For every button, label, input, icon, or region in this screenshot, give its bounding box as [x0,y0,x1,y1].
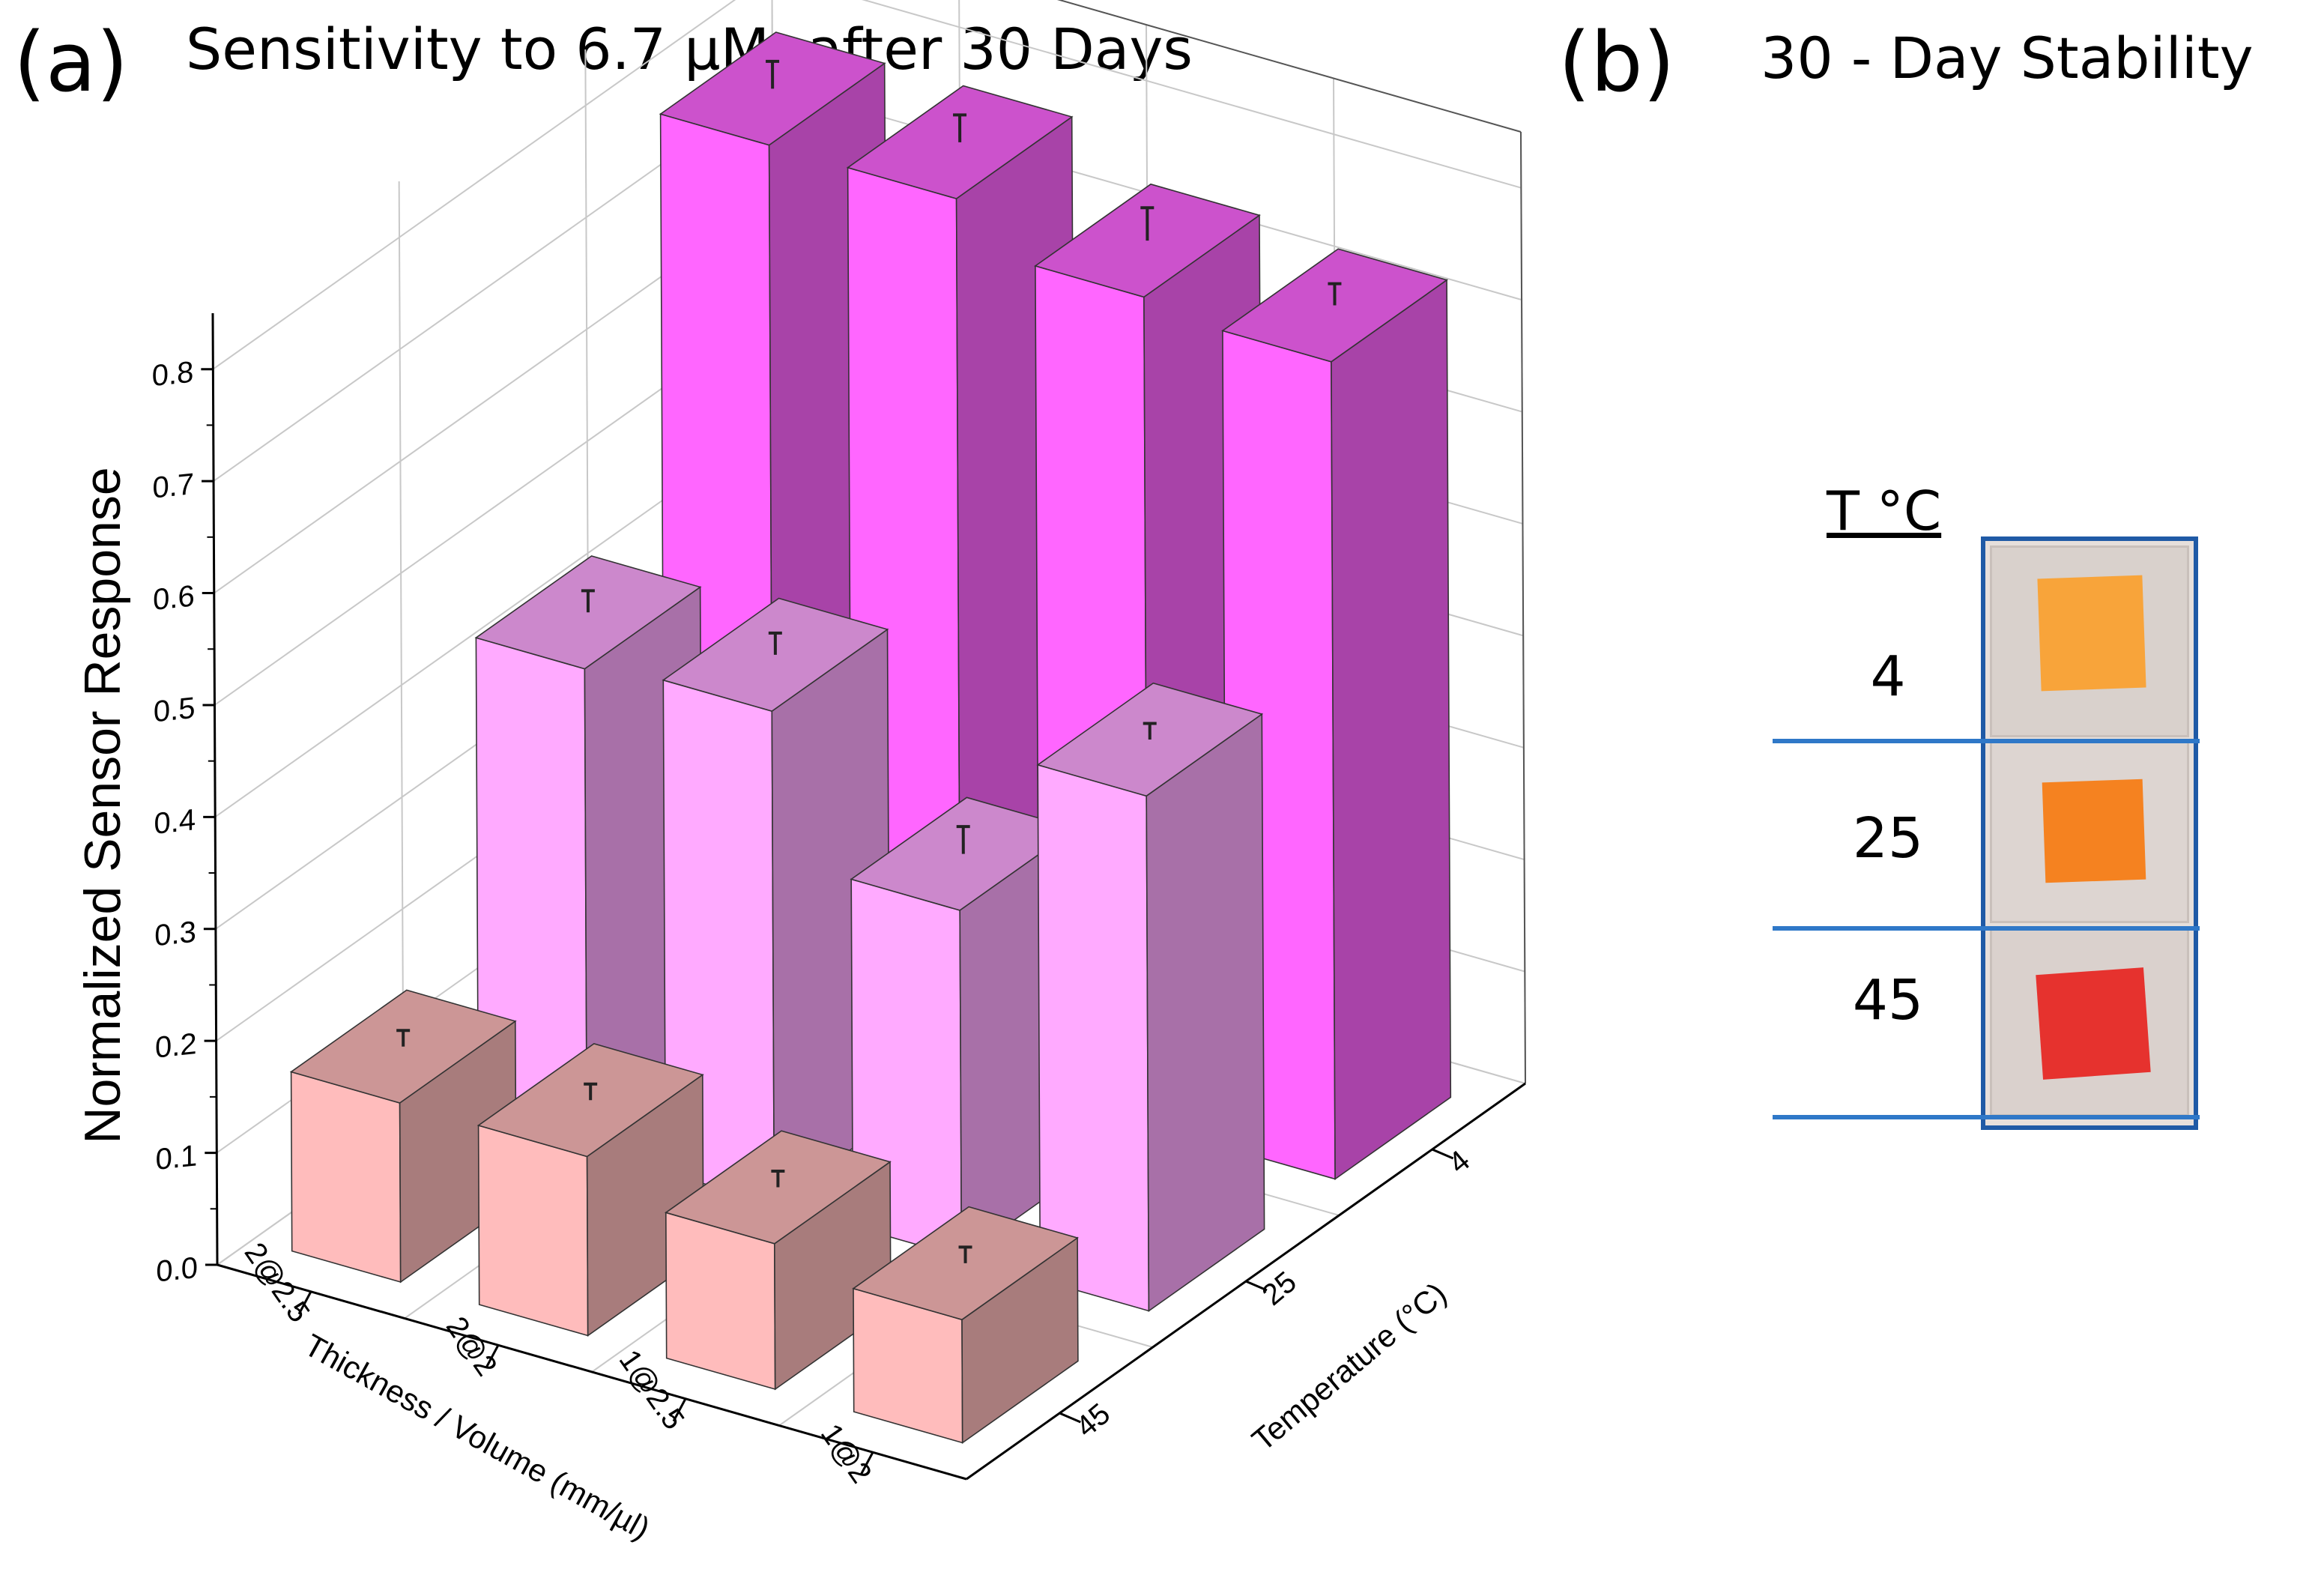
y-tick-label: 0.6 [153,579,195,617]
y-tick-label: 0.3 [154,916,196,953]
y-tick-label: 0.4 [154,803,196,841]
x-tick [672,1398,687,1422]
bar-top-face [1036,682,1264,797]
stability-table: 4 25 45 [1773,532,2200,1131]
bar-25C-1@2 [1036,682,1265,1313]
bar-top-face [474,555,702,670]
x-axis-line [217,1263,967,1481]
z-tick [1059,1412,1081,1424]
bar-45C-1@2 [852,1206,1079,1445]
swatch-25 [2042,779,2146,883]
swatch-4 [2037,575,2146,692]
temperature-column-header: T °C [1827,480,1942,542]
chart-title-main: Sensitivity to 6.7 µM [186,16,770,82]
bar-top-face [289,989,517,1104]
bar-top-face [476,1043,704,1158]
y-tick-label: 0.2 [155,1027,197,1065]
bar-45C-2@2.5 [289,989,517,1284]
bar-45C-1@2.5 [664,1130,892,1391]
bar-chart-3d: 0.00.10.20.30.40.50.60.70.82@2.52@2 1@2.5… [74,0,1526,1547]
x-tick [297,1291,312,1315]
x-tick-label: 1@2 [814,1418,878,1489]
x-tick [859,1451,874,1475]
row-separator-3 [1773,1115,2200,1119]
temp-value-4: 4 [1870,644,1906,709]
y-tick-label: 0.8 [152,356,194,393]
temp-value-45: 45 [1852,968,1924,1033]
row-separator-1 [1773,739,2200,743]
panel-a-label: (a) [13,14,129,110]
axes-layer [201,312,1526,1481]
y-tick-label: 0.5 [154,692,196,729]
row-separator-2 [1773,926,2200,931]
y-tick-label: 0.1 [156,1139,198,1176]
bar-side-face [1331,279,1452,1181]
bar-front-face [1037,764,1150,1312]
bars-layer [289,31,1452,1445]
frame-line [1056,0,1522,133]
z-tick-label: 4 [1442,1144,1476,1180]
swatch-45 [2036,967,2151,1080]
z-tick-label: 25 [1256,1266,1303,1312]
z-tick [1245,1280,1268,1292]
y-axis-title: Normalized Sensor Response [74,467,131,1143]
bar-side-face [1146,713,1265,1313]
x-tick-label: 2@2 [440,1311,503,1382]
bar-top-face [852,1206,1079,1321]
bar-front-face [290,1071,402,1284]
panel-b-label: (b) [1558,14,1675,110]
y-axis-line [211,312,219,1266]
z-tick [1432,1148,1454,1160]
y-tick-label: 0.0 [156,1251,198,1289]
frame-line [1520,131,1526,1084]
z-tick-label: 45 [1070,1397,1116,1444]
sidewall-vertical-gridline [398,181,405,1134]
y-tick-label: 0.7 [152,468,194,505]
bar-front-face [477,1124,589,1337]
sidewall-gridline [212,0,736,370]
stability-title: 30 - Day Stability [1761,25,2254,91]
x-tick [485,1344,500,1368]
temp-value-25: 25 [1852,806,1924,871]
bar-4C-1@2 [1221,248,1452,1181]
